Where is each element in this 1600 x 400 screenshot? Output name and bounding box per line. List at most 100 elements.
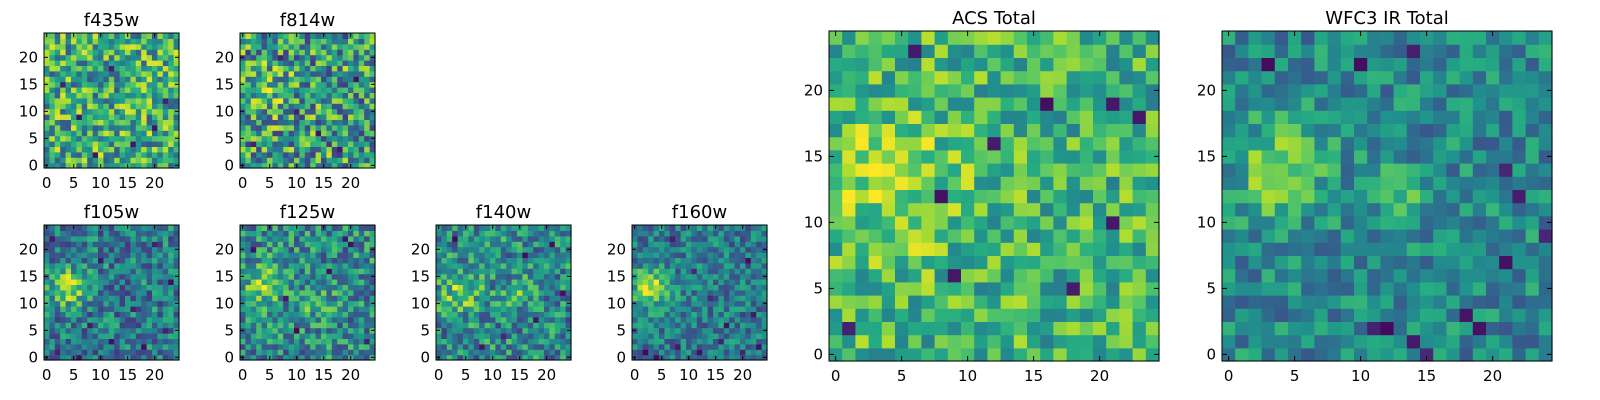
heatmap-cell (277, 60, 284, 66)
heatmap-cell (310, 49, 317, 56)
heatmap-cell (707, 289, 714, 296)
heatmap-cell (146, 316, 153, 323)
heatmap-cell (44, 230, 50, 237)
heatmap-cell (76, 322, 83, 329)
heatmap-cell (881, 44, 896, 58)
heatmap-cell (1354, 31, 1368, 45)
heatmap-cell (342, 70, 349, 77)
heatmap-cell (71, 279, 77, 285)
heatmap-cell (283, 141, 290, 147)
heatmap-cell (277, 103, 284, 110)
heatmap-cell (256, 306, 263, 312)
heatmap-cell (353, 306, 360, 312)
heatmap-cell (81, 81, 88, 88)
heatmap-cell (119, 43, 126, 50)
heatmap-cell (337, 65, 344, 72)
heatmap-cell (321, 311, 327, 318)
heatmap-cell (152, 54, 158, 61)
heatmap-cell (294, 295, 300, 302)
heatmap-cell (756, 289, 763, 296)
heatmap-cell (364, 54, 371, 61)
heatmap-cell (452, 230, 459, 237)
heatmap-cell (277, 119, 284, 126)
heatmap-cell (452, 295, 459, 302)
heatmap-cell (1499, 334, 1513, 349)
heatmap-cell (1079, 347, 1094, 362)
heatmap-cell (326, 225, 333, 231)
heatmap-cell (87, 157, 94, 164)
heatmap-cell (337, 268, 344, 275)
heatmap-cell (1066, 268, 1081, 283)
heatmap-cell (358, 65, 365, 72)
heatmap-cell (1119, 83, 1134, 98)
heatmap-cell (1446, 44, 1461, 58)
heatmap-cell (1000, 202, 1015, 217)
heatmap-cell (152, 65, 158, 72)
heatmap-cell (734, 300, 741, 307)
heatmap-cell (310, 92, 317, 99)
heatmap-cell (108, 162, 115, 169)
heatmap-cell (173, 49, 180, 56)
heatmap-cell (1093, 70, 1107, 85)
heatmap-cell (326, 76, 333, 83)
heatmap-cell (358, 157, 365, 164)
heatmap-cell (245, 306, 252, 312)
heatmap-cell (92, 130, 99, 137)
heatmap-cell (135, 316, 142, 323)
heatmap-cell (921, 83, 936, 98)
heatmap-cell (642, 300, 649, 307)
heatmap-cell (895, 281, 909, 296)
heatmap-cell (103, 322, 110, 329)
heatmap-cell (1119, 70, 1134, 85)
heatmap-cell (500, 230, 507, 237)
heatmap-cell (348, 49, 354, 56)
heatmap-cell (157, 151, 164, 158)
heatmap-cell (691, 316, 698, 323)
heatmap-cell (1314, 176, 1329, 190)
heatmap-cell (103, 338, 110, 345)
heatmap-cell (921, 321, 936, 336)
heatmap-cell (348, 295, 354, 302)
heatmap-cell (315, 119, 322, 126)
heatmap-cell (1093, 295, 1107, 309)
heatmap-cell (71, 38, 77, 45)
heatmap-cell (119, 343, 126, 350)
heatmap-cell (146, 162, 153, 169)
heatmap-cell (135, 54, 142, 61)
heatmap-cell (326, 322, 333, 329)
heatmap-cell (1079, 110, 1094, 124)
heatmap-cell (527, 300, 534, 307)
heatmap-cell (495, 306, 502, 312)
heatmap-cell (114, 33, 121, 39)
heatmap-cell (369, 49, 376, 56)
heatmap-cell (294, 246, 300, 253)
heatmap-cell (713, 316, 719, 323)
heatmap-cell (256, 316, 263, 323)
heatmap-cell (54, 141, 61, 147)
heatmap-cell (642, 279, 649, 285)
heatmap-cell (533, 354, 540, 361)
heatmap-cell (44, 338, 50, 345)
heatmap-cell (353, 311, 360, 318)
heatmap-cell (974, 176, 988, 190)
heatmap-cell (288, 235, 295, 242)
heatmap-cell (98, 273, 104, 280)
heatmap-cell (294, 92, 300, 99)
heatmap-cell (664, 289, 671, 296)
heatmap-cell (98, 130, 104, 137)
heatmap-cell (119, 114, 126, 120)
heatmap-cell (1327, 83, 1342, 98)
heatmap-cell (761, 316, 768, 323)
heatmap-cell (642, 289, 649, 296)
heatmap-cell (987, 123, 1002, 138)
heatmap-cell (256, 322, 263, 329)
heatmap-cell (71, 49, 77, 56)
heatmap-cell (54, 81, 61, 88)
heatmap-cell (125, 65, 131, 72)
heatmap-cell (908, 202, 922, 217)
heatmap-cell (1040, 123, 1054, 138)
heatmap-cell (500, 300, 507, 307)
heatmap-cell (310, 135, 317, 142)
heatmap-cell (240, 316, 246, 323)
heatmap-cell (446, 241, 453, 248)
